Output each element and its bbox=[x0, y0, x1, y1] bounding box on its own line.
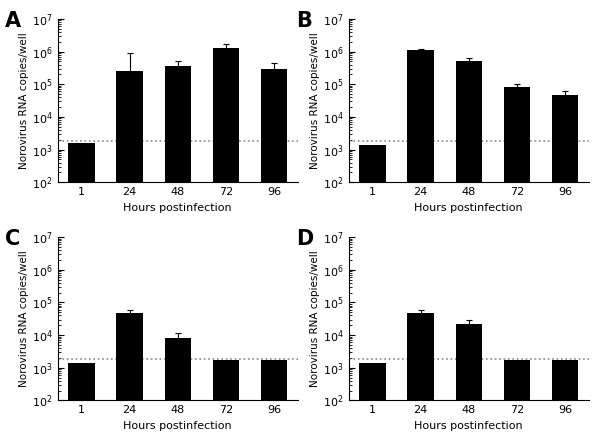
Bar bbox=[359, 363, 386, 400]
Bar bbox=[455, 324, 482, 400]
Bar bbox=[503, 360, 530, 400]
Text: D: D bbox=[296, 229, 313, 249]
Bar bbox=[116, 71, 143, 182]
Bar bbox=[116, 313, 143, 400]
Bar bbox=[260, 360, 287, 400]
Bar bbox=[503, 88, 530, 182]
Bar bbox=[359, 145, 386, 182]
Y-axis label: Norovirus RNA copies/well: Norovirus RNA copies/well bbox=[19, 251, 29, 387]
Bar bbox=[551, 95, 578, 182]
Bar bbox=[407, 313, 434, 400]
Y-axis label: Norovirus RNA copies/well: Norovirus RNA copies/well bbox=[19, 32, 29, 169]
Text: A: A bbox=[5, 11, 21, 30]
Bar bbox=[455, 61, 482, 182]
X-axis label: Hours postinfection: Hours postinfection bbox=[124, 203, 232, 213]
Y-axis label: Norovirus RNA copies/well: Norovirus RNA copies/well bbox=[310, 251, 320, 387]
Bar bbox=[212, 360, 239, 400]
Bar bbox=[212, 48, 239, 182]
Bar bbox=[68, 143, 95, 182]
Bar bbox=[68, 363, 95, 400]
X-axis label: Hours postinfection: Hours postinfection bbox=[415, 421, 523, 431]
X-axis label: Hours postinfection: Hours postinfection bbox=[124, 421, 232, 431]
Text: C: C bbox=[5, 229, 20, 249]
Bar bbox=[164, 66, 191, 182]
Text: B: B bbox=[296, 11, 311, 30]
Bar bbox=[407, 50, 434, 182]
Bar bbox=[260, 69, 287, 182]
Bar bbox=[164, 338, 191, 400]
Y-axis label: Norovirus RNA copies/well: Norovirus RNA copies/well bbox=[310, 32, 320, 169]
X-axis label: Hours postinfection: Hours postinfection bbox=[415, 203, 523, 213]
Bar bbox=[551, 360, 578, 400]
